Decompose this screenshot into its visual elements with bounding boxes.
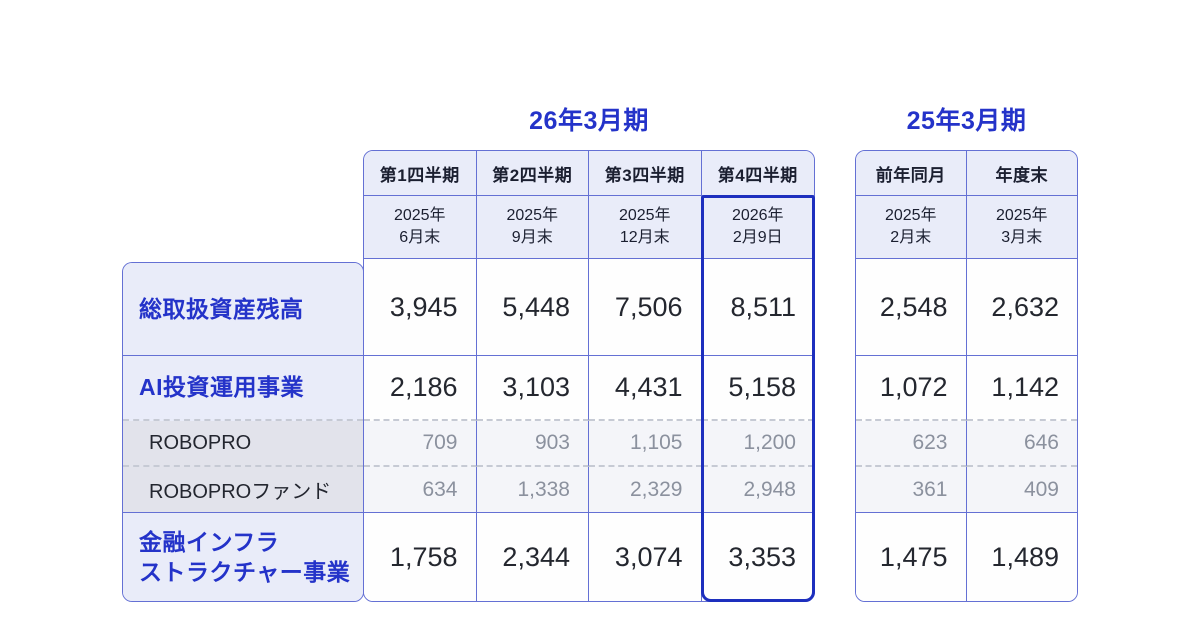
date-header-cell: 2025年 9月末	[476, 196, 589, 259]
value-cell: 1,338	[476, 467, 589, 513]
date-header-line: 2025年	[884, 207, 937, 225]
row-label-line: 総取扱資産残高	[139, 295, 304, 322]
date-header-line: 9月末	[511, 229, 553, 246]
date-header-line: 2月末	[890, 229, 932, 246]
value-cell: 1,142	[966, 356, 1077, 421]
row-label-line: ストラクチャー事業	[139, 559, 351, 585]
fy25-period-title: 25年3月期	[906, 107, 1027, 135]
row-label-primary: AI投資運用事業	[123, 356, 363, 421]
value-cell: 5,158	[701, 356, 814, 421]
quarter-header-cell: 年度末	[966, 151, 1077, 196]
date-header-cell: 2026年 2月9日	[701, 196, 814, 259]
date-header-cell: 2025年 6月末	[364, 196, 477, 259]
value-cell: 2,948	[701, 467, 814, 513]
date-header-line: 2025年	[618, 207, 671, 225]
row-label-primary: 総取扱資産残高	[123, 263, 363, 356]
date-header-cell: 2025年 12月末	[589, 196, 702, 259]
value-cell: 1,758	[364, 513, 477, 601]
row-label-line: 金融インフラ	[139, 528, 280, 555]
row-label-sub: ROBOPRO	[123, 421, 363, 467]
value-cell: 903	[476, 421, 589, 467]
value-cell: 361	[856, 467, 967, 513]
value-cell: 709	[364, 421, 477, 467]
value-cell: 3,353	[701, 513, 814, 601]
value-cell: 2,329	[589, 467, 702, 513]
value-cell: 3,945	[364, 259, 477, 356]
date-header-line: 2025年	[506, 207, 559, 225]
row-label-sub: ROBOPROファンド	[123, 467, 363, 513]
row-labels-column: 総取扱資産残高 AI投資運用事業 ROBOPRO ROBOPROファンド金融インフラス…	[122, 262, 364, 602]
value-cell: 1,105	[589, 421, 702, 467]
value-cell: 5,448	[476, 259, 589, 356]
value-cell: 1,475	[856, 513, 967, 601]
value-cell: 646	[966, 421, 1077, 467]
value-cell: 623	[856, 421, 967, 467]
value-cell: 1,489	[966, 513, 1077, 601]
value-cell: 2,186	[364, 356, 477, 421]
fy26-data-table: 第1四半期 第2四半期 第3四半期 第4四半期 2025年 6月末 2025年 9月末 2025…	[363, 150, 815, 602]
fy25-data-table: 前年同月 年度末 2025年 2月末 2025年 3月末 2,548 2,632 1,072 1,…	[855, 150, 1078, 602]
quarter-header-cell: 第2四半期	[476, 151, 589, 196]
row-label-line: AI投資運用事業	[139, 374, 304, 401]
date-header-line: 12月末	[619, 229, 670, 246]
row-label-line: ROBOPROファンド	[149, 481, 332, 503]
row-label-line: ROBOPRO	[149, 431, 252, 454]
date-header-cell: 2025年 2月末	[856, 196, 967, 259]
quarter-header-cell: 第4四半期	[701, 151, 814, 196]
quarter-header-cell: 第1四半期	[364, 151, 477, 196]
date-header-line: 2月9日	[732, 229, 783, 246]
value-cell: 3,103	[476, 356, 589, 421]
value-cell: 7,506	[589, 259, 702, 356]
date-header-line: 2026年	[731, 207, 784, 225]
row-label-primary: 金融インフラストラクチャー事業	[123, 513, 363, 601]
fy26-period-title: 26年3月期	[529, 107, 649, 135]
date-header-line: 3月末	[1001, 229, 1043, 246]
value-cell: 2,632	[966, 259, 1077, 356]
date-header-line: 2025年	[995, 207, 1048, 225]
value-cell: 1,072	[856, 356, 967, 421]
value-cell: 3,074	[589, 513, 702, 601]
value-cell: 4,431	[589, 356, 702, 421]
value-cell: 634	[364, 467, 477, 513]
value-cell: 1,200	[701, 421, 814, 467]
value-cell: 2,548	[856, 259, 967, 356]
date-header-line: 6月末	[399, 229, 441, 246]
value-cell: 2,344	[476, 513, 589, 601]
date-header-line: 2025年	[393, 207, 446, 225]
date-header-cell: 2025年 3月末	[966, 196, 1077, 259]
value-cell: 8,511	[701, 259, 814, 356]
quarter-header-cell: 第3四半期	[589, 151, 702, 196]
value-cell: 409	[966, 467, 1077, 513]
quarter-header-cell: 前年同月	[856, 151, 967, 196]
